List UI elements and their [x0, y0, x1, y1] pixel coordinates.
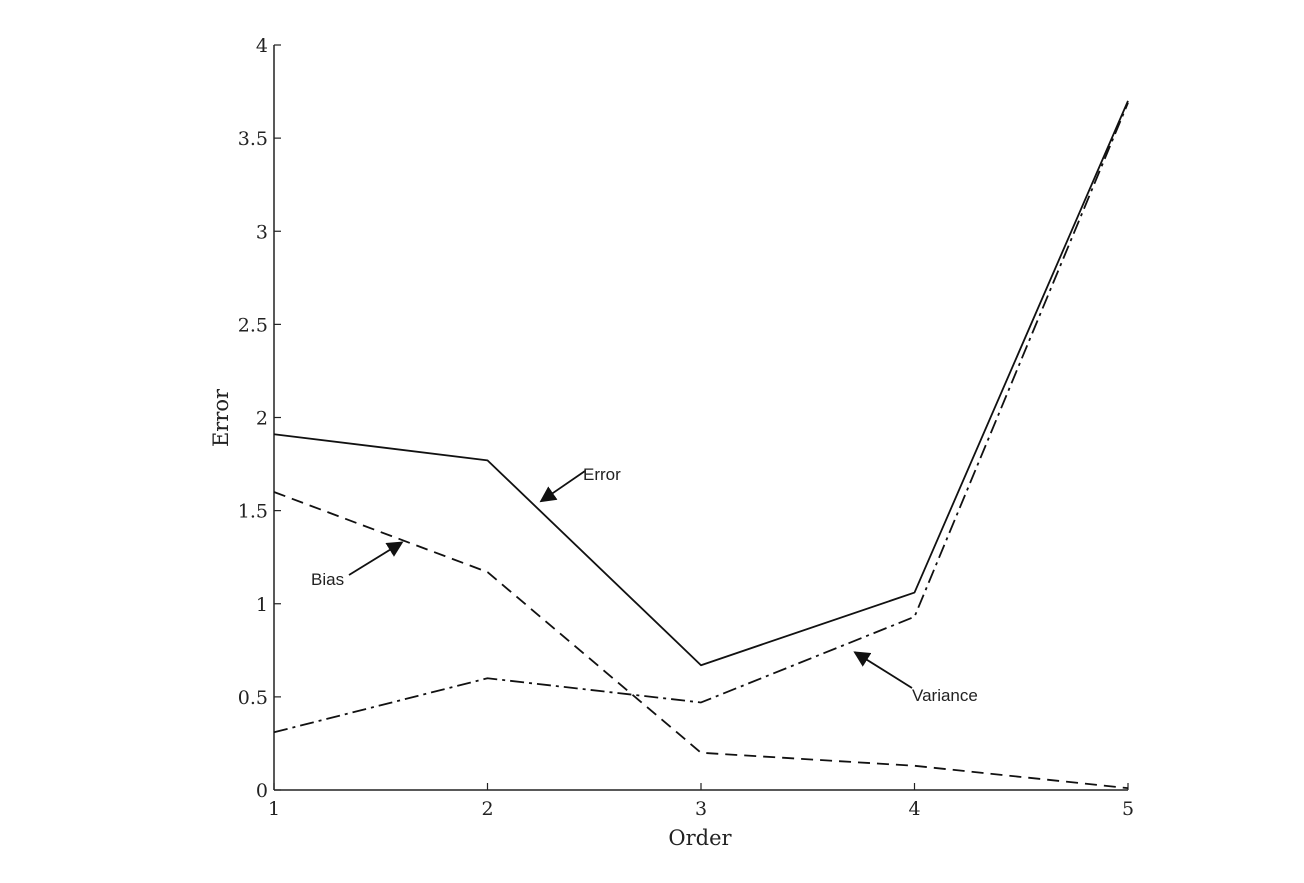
annotation-label-error: Error: [583, 465, 621, 484]
y-axis-title: Error: [209, 388, 233, 447]
y-tick-label: 1: [256, 594, 268, 616]
y-tick-label: 0: [256, 780, 268, 802]
annotation-arrow-bias: [348, 541, 404, 576]
annotation-arrow-error: [539, 470, 586, 503]
y-tick-label: 0.5: [238, 687, 268, 709]
series-line-variance: [273, 102, 1129, 734]
x-tick-label: 3: [695, 798, 707, 820]
x-tick-label: 2: [481, 798, 493, 820]
annotation-label-variance: Variance: [912, 686, 978, 705]
axes: 1 2 3 4 5 0 0.5 1 1.5 2 2.5 3 3.5 4: [238, 35, 1134, 820]
series-line-bias: [273, 491, 1129, 790]
x-tick-label: 1: [268, 798, 280, 820]
x-tick-label: 5: [1122, 798, 1134, 820]
annotation-label-bias: Bias: [311, 570, 344, 589]
x-axis-title: Order: [668, 826, 732, 850]
y-tick-label: 3: [256, 221, 268, 243]
y-tick-label: 1.5: [238, 501, 268, 523]
x-tick-label: 4: [908, 798, 920, 820]
y-tick-label: 2: [256, 408, 268, 430]
series-group: [273, 100, 1129, 790]
y-tick-label: 4: [256, 35, 268, 57]
y-tick-label: 3.5: [238, 128, 268, 150]
series-line-error: [273, 100, 1129, 667]
annotations: Error Bias Variance: [311, 465, 978, 705]
annotation-arrow-variance: [853, 651, 913, 689]
y-tick-label: 2.5: [238, 314, 268, 336]
